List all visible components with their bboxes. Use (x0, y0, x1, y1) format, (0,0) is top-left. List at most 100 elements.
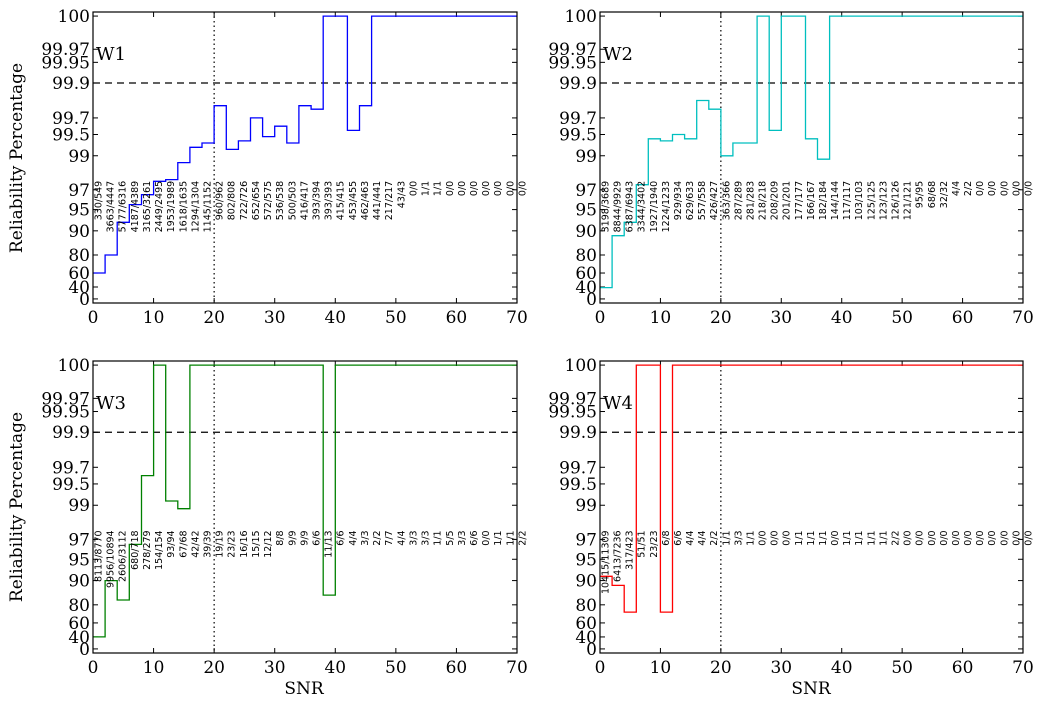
count-annotation: 42/42 (190, 530, 201, 557)
count-annotation: 453/455 (348, 181, 359, 220)
count-annotation: 1/1 (421, 181, 432, 196)
y-tick-label: 97 (68, 530, 90, 550)
count-annotation: 0/0 (975, 530, 986, 545)
count-annotation: 0/0 (987, 530, 998, 545)
count-annotation: 441/441 (372, 181, 383, 220)
count-annotation: 15/15 (251, 530, 262, 557)
x-tick-label: 20 (203, 308, 225, 328)
count-annotation: 103/103 (854, 181, 865, 220)
panel-w2: 04060809095979999.599.799.999.9599.97100… (548, 7, 1034, 328)
y-tick-label: 99.95 (41, 403, 90, 423)
x-tick-label: 30 (770, 308, 792, 328)
count-annotation: 0/0 (927, 530, 938, 545)
count-annotation: 2/2 (891, 530, 902, 545)
count-annotation: 3/3 (733, 530, 744, 545)
count-annotation: 929/934 (673, 181, 684, 220)
x-tick-label: 0 (88, 308, 99, 328)
count-annotation: 5777/6316 (118, 181, 129, 233)
y-tick-label: 90 (575, 222, 597, 242)
panel-title: W3 (96, 393, 126, 414)
count-annotation: 154/154 (154, 530, 165, 569)
count-annotation: 1294/1304 (190, 181, 201, 233)
count-annotation: 0/0 (951, 530, 962, 545)
count-annotation: 0/0 (493, 181, 504, 196)
x-tick-label: 10 (650, 658, 672, 678)
y-tick-label: 40 (68, 278, 90, 298)
count-annotation: 126/126 (891, 181, 902, 220)
y-axis-label-bottom: Reliability Percentage (7, 412, 27, 602)
count-annotation: 23/23 (649, 530, 660, 557)
count-annotation: 1/1 (721, 530, 732, 545)
y-tick-label: 100 (58, 356, 90, 376)
count-annotation: 0/0 (903, 530, 914, 545)
count-annotation: 3/3 (360, 530, 371, 545)
plot-frame (92, 11, 518, 304)
count-annotation: 3663/4447 (106, 181, 117, 233)
count-annotation: 0/0 (987, 181, 998, 196)
count-annotation: 0/0 (408, 181, 419, 196)
count-annotation: 6/6 (312, 530, 323, 545)
y-tick-label: 80 (68, 596, 90, 616)
panel-w1: 04060809095979999.599.799.999.9599.97100… (41, 7, 528, 328)
count-annotation: 6/8 (661, 530, 672, 545)
y-tick-label: 97 (575, 530, 597, 550)
count-annotation: 1953/1989 (166, 181, 177, 233)
count-annotation: 0/0 (481, 181, 492, 196)
count-annotation: 536/538 (275, 181, 286, 220)
x-tick-label: 0 (88, 658, 99, 678)
count-annotation: 3/3 (457, 530, 468, 545)
count-annotation: 1/1 (806, 530, 817, 545)
count-annotation: 125/125 (866, 181, 877, 220)
count-annotation: 6413/7236 (613, 530, 624, 582)
x-tick-label: 70 (506, 308, 528, 328)
count-annotation: 9956/10894 (106, 530, 117, 588)
count-annotation: 12/12 (263, 530, 274, 557)
count-annotation: 0/0 (915, 530, 926, 545)
count-annotation: 95/95 (915, 181, 926, 208)
y-tick-label: 40 (575, 628, 597, 648)
count-annotation: 317/423 (625, 530, 636, 569)
y-tick-label: 0 (79, 290, 90, 310)
count-annotation: 217/217 (384, 181, 395, 220)
y-tick-label: 60 (68, 614, 90, 634)
count-annotation: 0/0 (445, 181, 456, 196)
x-tick-label: 60 (952, 658, 974, 678)
y-tick-label: 99.97 (41, 40, 90, 60)
count-annotation: 208/209 (770, 181, 781, 220)
y-tick-label: 0 (586, 640, 597, 660)
count-annotation: 6/6 (673, 530, 684, 545)
count-annotation: 166/167 (806, 181, 817, 220)
count-annotation: 4/4 (697, 530, 708, 545)
y-tick-label: 99.7 (559, 458, 597, 478)
count-annotation: 1145/1152 (203, 181, 214, 233)
x-tick-label: 50 (891, 658, 913, 678)
x-tick-label: 30 (264, 308, 286, 328)
count-annotation: 19/19 (215, 530, 226, 557)
count-annotation: 393/393 (324, 181, 335, 220)
y-tick-label: 99.7 (52, 458, 90, 478)
count-annotation: 0/0 (1011, 181, 1022, 196)
count-annotation: 2606/3112 (118, 530, 129, 582)
count-annotation: 2/2 (709, 530, 720, 545)
count-annotation: 0/0 (518, 181, 529, 196)
x-tick-label: 60 (446, 658, 468, 678)
y-tick-label: 99.95 (548, 53, 597, 73)
count-annotation: 4187/4389 (130, 181, 141, 233)
count-annotation: 572/575 (263, 181, 274, 220)
y-tick-label: 60 (68, 264, 90, 284)
count-annotation: 1/1 (433, 181, 444, 196)
count-annotation: 1/1 (818, 530, 829, 545)
panel-title: W1 (96, 44, 126, 65)
count-annotation: 2/2 (372, 530, 383, 545)
series-line-w2 (600, 15, 1023, 289)
count-annotation: 960/962 (215, 181, 226, 220)
count-annotation: 2/2 (518, 530, 529, 545)
count-annotation: 93/94 (166, 530, 177, 557)
count-annotation: 363/366 (721, 181, 732, 220)
y-tick-label: 0 (79, 640, 90, 660)
y-tick-label: 99.97 (548, 389, 597, 409)
count-annotation: 393/394 (312, 181, 323, 220)
y-tick-label: 99.95 (41, 53, 90, 73)
count-annotation: 1/1 (866, 530, 877, 545)
